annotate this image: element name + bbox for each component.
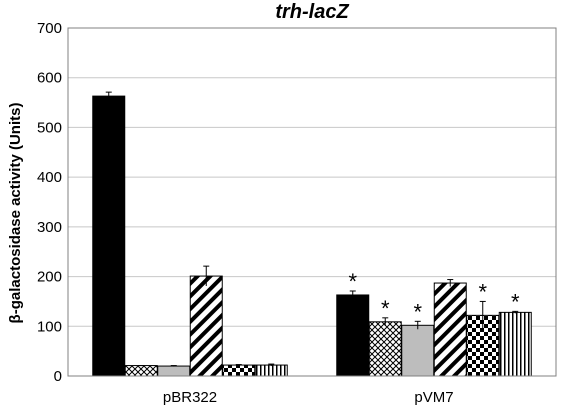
y-tick-label: 0 — [54, 368, 62, 385]
bars — [92, 95, 532, 377]
y-tick-label: 300 — [37, 219, 62, 236]
bar-crosshatch — [368, 321, 402, 377]
bar-vertical-stripes — [498, 311, 532, 377]
bar-crosshatch — [124, 365, 158, 377]
bar-solid-black — [92, 95, 126, 377]
bar-solid-gray — [401, 324, 435, 377]
category-label: pVM7 — [414, 389, 453, 406]
y-tick-label: 700 — [37, 20, 62, 37]
y-tick-label: 500 — [37, 119, 62, 136]
significance-marker: * — [478, 279, 487, 304]
bar-checkerboard — [222, 364, 256, 377]
bar-solid-black — [336, 294, 370, 377]
chart-title: trh-lacZ — [275, 1, 349, 23]
y-axis-label: β-galactosidase activity (Units) — [7, 103, 24, 324]
plot-frame — [67, 27, 557, 377]
x-axis-categories: pBR322 pVM7 — [163, 389, 454, 406]
significance-marker: * — [511, 289, 520, 314]
category-label: pBR322 — [163, 389, 217, 406]
bar-vertical-stripes — [254, 364, 288, 377]
y-tick-label: 400 — [37, 169, 62, 186]
y-tick-label: 200 — [37, 269, 62, 286]
error-bars — [105, 91, 519, 367]
bar-wide-diagonal — [189, 275, 223, 377]
y-tick-label: 100 — [37, 318, 62, 335]
significance-marker: * — [348, 269, 357, 294]
y-axis-ticks: 0 100 200 300 400 500 600 700 — [37, 20, 62, 385]
significance-marker: * — [413, 299, 422, 324]
significance-markers: * * * * * — [348, 269, 520, 324]
significance-marker: * — [381, 296, 390, 321]
bar-solid-gray — [157, 365, 191, 377]
y-tick-label: 600 — [37, 70, 62, 87]
bar-wide-diagonal — [433, 282, 467, 377]
